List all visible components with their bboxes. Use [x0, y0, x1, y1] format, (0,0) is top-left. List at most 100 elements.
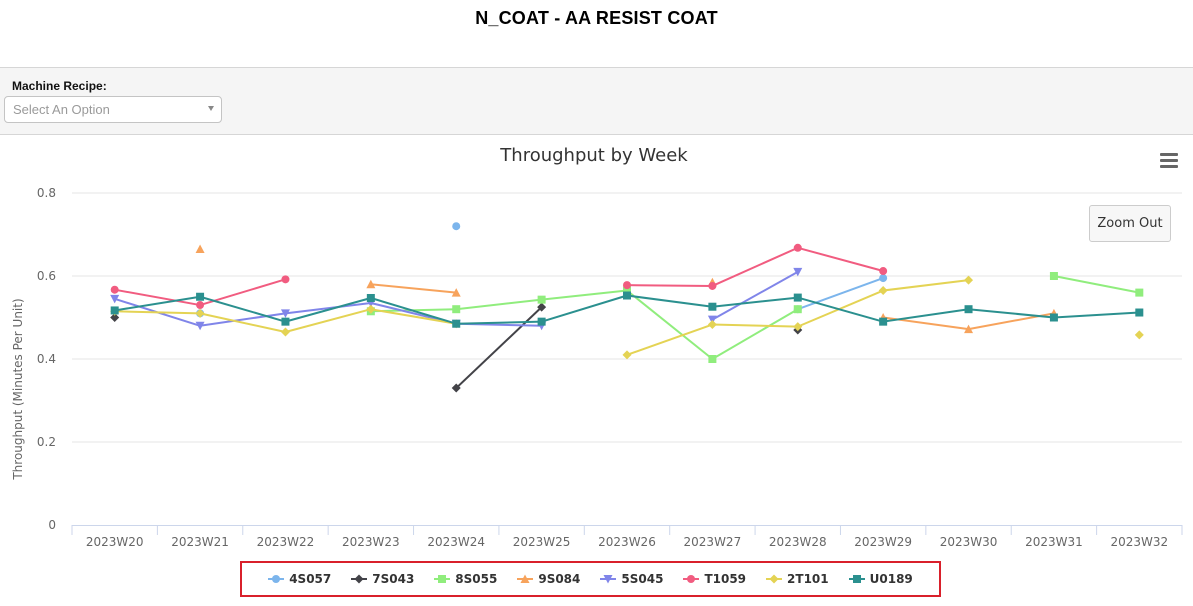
data-point[interactable]: [879, 274, 888, 283]
data-point[interactable]: [195, 308, 205, 318]
x-tick-label: 2023W21: [171, 535, 229, 549]
legend-item-5S045[interactable]: 5S045: [600, 572, 663, 586]
x-tick-label: 2023W22: [257, 535, 315, 549]
legend-marker[interactable]: [520, 574, 530, 584]
data-point[interactable]: [707, 315, 717, 325]
legend-marker[interactable]: [769, 574, 779, 584]
series-line: [1053, 275, 1140, 294]
data-point[interactable]: [452, 222, 461, 231]
page-header: N_COAT - AA RESIST COAT: [0, 0, 1193, 68]
legend-label: 8S055: [455, 572, 498, 586]
data-point[interactable]: [1049, 313, 1058, 322]
legend-item-4S057[interactable]: 4S057: [268, 572, 331, 586]
filter-bar: Machine Recipe: Select An Option: [0, 68, 1193, 135]
legend-label: 2T101: [787, 572, 829, 586]
data-point[interactable]: [110, 285, 119, 294]
legend-marker[interactable]: [354, 574, 364, 584]
legend-marker[interactable]: [852, 575, 861, 583]
data-point[interactable]: [452, 319, 461, 328]
data-point[interactable]: [280, 309, 290, 318]
data-point[interactable]: [281, 317, 290, 326]
zoom-out-button[interactable]: Zoom Out: [1089, 205, 1171, 242]
data-point[interactable]: [366, 279, 376, 289]
data-point[interactable]: [1049, 272, 1058, 280]
data-point[interactable]: [623, 291, 631, 300]
data-point[interactable]: [537, 295, 546, 304]
chart-legend: 4S057 7S043 8S055 9S084 5S045 T1059 2T101 U0189: [240, 561, 941, 597]
data-point[interactable]: [366, 293, 375, 302]
y-tick-label: 0.2: [37, 435, 56, 449]
data-point[interactable]: [1134, 330, 1144, 340]
legend-label: U0189: [869, 572, 913, 586]
data-point[interactable]: [793, 293, 802, 302]
data-point[interactable]: [451, 383, 461, 393]
data-point[interactable]: [537, 317, 546, 326]
data-point[interactable]: [879, 317, 888, 326]
select-placeholder: Select An Option: [13, 102, 110, 117]
data-point[interactable]: [451, 288, 461, 297]
legend-symbol-icon: [600, 575, 617, 584]
legend-label: 9S084: [538, 572, 581, 586]
data-point[interactable]: [879, 267, 888, 276]
legend-item-7S043[interactable]: 7S043: [351, 572, 414, 586]
data-point[interactable]: [708, 281, 717, 290]
legend-marker[interactable]: [603, 575, 613, 584]
machine-recipe-label: Machine Recipe:: [12, 79, 107, 93]
legend-item-8S055[interactable]: 8S055: [434, 572, 497, 586]
data-point[interactable]: [708, 355, 717, 363]
data-point[interactable]: [623, 286, 631, 295]
series-line: [370, 283, 457, 294]
data-point[interactable]: [280, 327, 290, 337]
series-line: [711, 270, 799, 321]
data-point[interactable]: [964, 324, 974, 334]
legend-label: 4S057: [289, 572, 332, 586]
data-point[interactable]: [708, 302, 717, 311]
data-point[interactable]: [623, 281, 631, 290]
data-point[interactable]: [964, 305, 973, 314]
series-8S055: [366, 272, 1144, 363]
data-point[interactable]: [110, 294, 120, 304]
series-line: [797, 277, 884, 311]
data-point[interactable]: [878, 286, 888, 296]
data-point[interactable]: [366, 304, 376, 314]
data-point[interactable]: [964, 275, 974, 285]
legend-marker[interactable]: [687, 575, 696, 583]
data-point[interactable]: [195, 244, 205, 254]
legend-marker[interactable]: [438, 575, 447, 583]
data-point[interactable]: [793, 305, 802, 314]
data-point[interactable]: [196, 301, 205, 310]
legend-item-U0189[interactable]: U0189: [848, 572, 913, 586]
hamburger-menu-icon: [1160, 153, 1178, 156]
data-point[interactable]: [195, 321, 205, 331]
data-point[interactable]: [707, 320, 717, 330]
y-tick-label: 0.6: [37, 269, 56, 283]
machine-recipe-select[interactable]: Select An Option: [4, 96, 222, 123]
data-point[interactable]: [793, 322, 803, 332]
data-point[interactable]: [793, 243, 802, 252]
series-9S084: [195, 244, 1059, 334]
data-point[interactable]: [793, 267, 803, 277]
x-tick-label: 2023W27: [684, 535, 742, 549]
legend-symbol-icon: [848, 575, 865, 583]
legend-marker[interactable]: [272, 575, 281, 583]
data-point[interactable]: [452, 305, 461, 314]
data-point[interactable]: [110, 306, 119, 315]
legend-symbol-icon: [683, 575, 700, 583]
data-point[interactable]: [537, 302, 547, 312]
data-point[interactable]: [622, 350, 632, 360]
series-T1059: [110, 243, 888, 310]
legend-item-2T101[interactable]: 2T101: [766, 572, 829, 586]
data-point[interactable]: [281, 275, 290, 284]
x-tick-label: 2023W31: [1025, 535, 1083, 549]
legend-item-9S084[interactable]: 9S084: [517, 572, 580, 586]
series-line: [626, 246, 884, 287]
legend-item-T1059[interactable]: T1059: [683, 572, 746, 586]
data-point[interactable]: [1135, 308, 1144, 317]
data-point[interactable]: [196, 292, 205, 301]
data-point[interactable]: [110, 313, 120, 322]
chart-menu-button[interactable]: [1158, 151, 1180, 171]
x-tick-label: 2023W26: [598, 535, 656, 549]
data-point[interactable]: [1135, 288, 1144, 297]
legend-symbol-icon: [434, 575, 451, 583]
series-line: [455, 306, 543, 389]
